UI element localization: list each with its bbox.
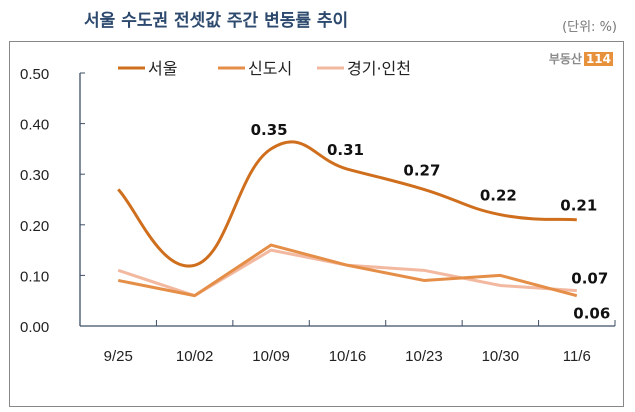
x-tick-label: 9/25 [104,348,133,365]
y-tick-label: 0.30 [20,167,49,184]
x-tick-label: 10/23 [405,348,443,365]
data-label: 0.31 [327,141,364,159]
data-label: 0.22 [480,187,517,205]
y-tick-label: 0.40 [20,117,49,134]
data-label: 0.06 [573,305,610,323]
x-tick-label: 10/16 [329,348,367,365]
legend-label: 신도시 [248,59,292,78]
chart-frame [9,41,624,407]
unit-note: (단위: %) [562,20,617,35]
y-tick-label: 0.50 [20,66,49,83]
data-label: 0.07 [571,270,608,288]
series-line-3 [117,248,577,298]
x-tick-label: 10/02 [176,348,214,365]
legend-label: 서울 [148,59,177,78]
data-label: 0.35 [251,121,288,139]
x-tick-label: 11/6 [563,348,591,365]
y-tick-label: 0.10 [20,268,49,285]
series-line-2 [117,243,578,298]
x-tick-label: 10/30 [482,348,520,365]
data-label: 0.21 [560,197,597,215]
y-tick-label: 0.20 [20,218,49,235]
series-line-1 [117,140,577,268]
data-label: 0.27 [403,161,440,179]
x-tick-label: 10/09 [252,348,290,365]
chart-title: 서울 수도권 전셋값 주간 변동률 추이 [84,11,349,31]
logo: 부동산 114 [548,52,613,66]
y-tick-label: 0.00 [20,319,49,336]
legend-label: 경기·인천 [347,59,411,78]
